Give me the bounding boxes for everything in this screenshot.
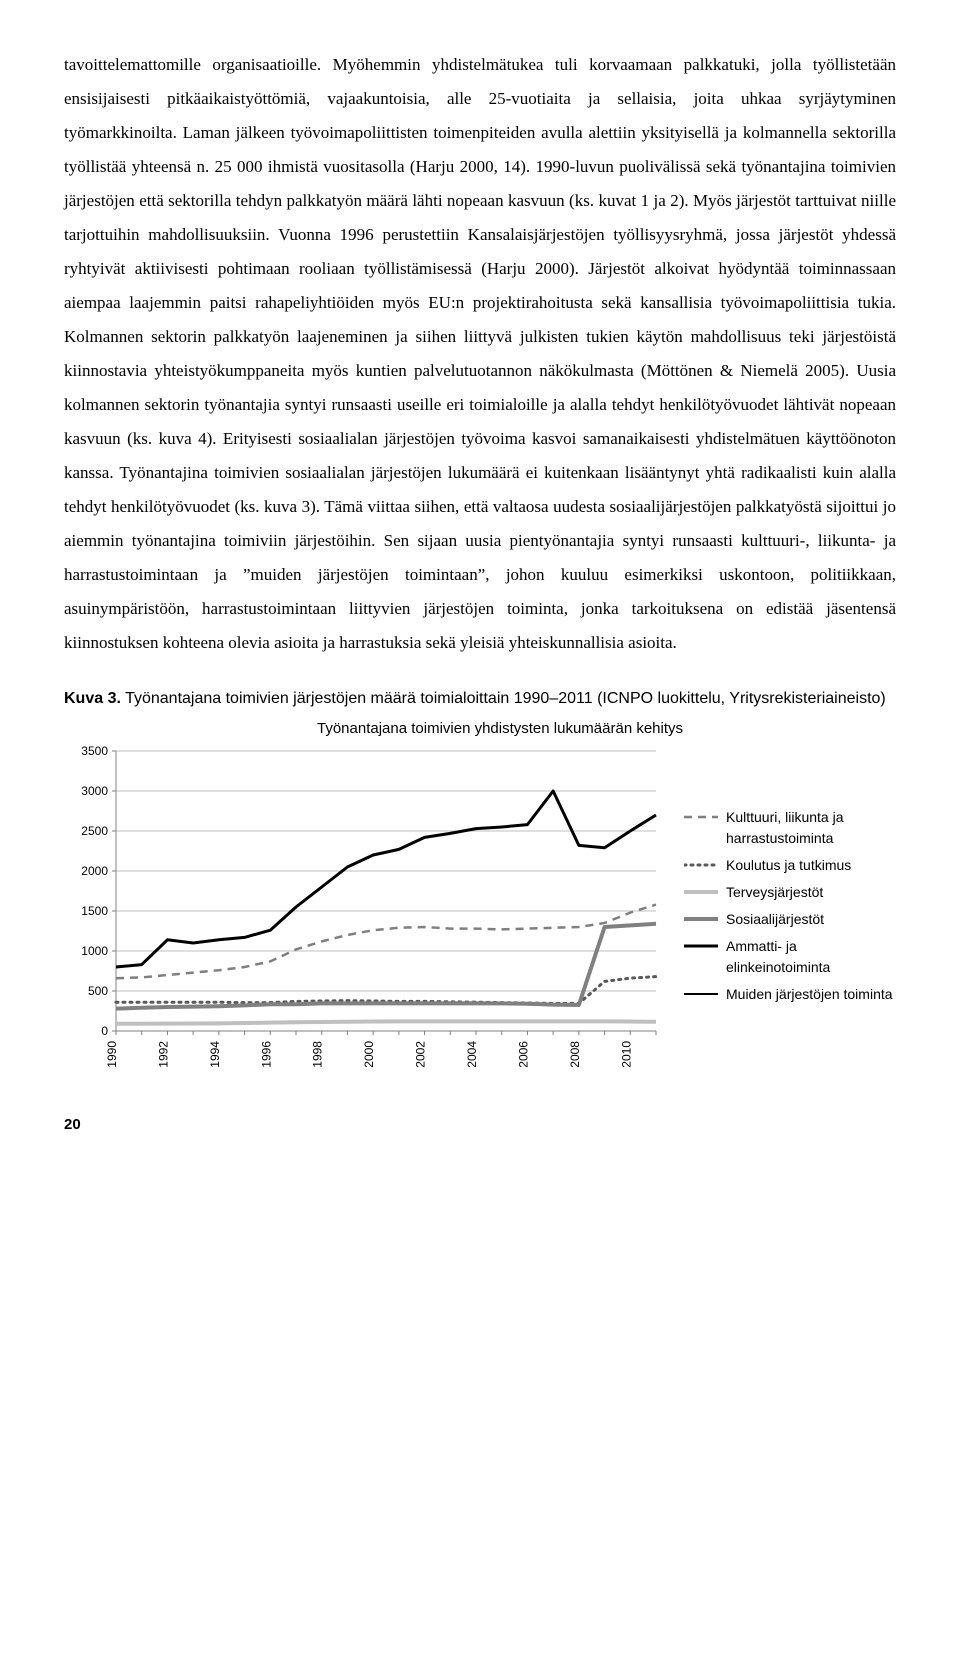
- svg-text:1994: 1994: [208, 1041, 222, 1068]
- svg-text:1000: 1000: [81, 944, 108, 958]
- legend-item: Sosiaalijärjestöt: [684, 909, 896, 930]
- chart-title: Työnantajana toimivien yhdistysten lukum…: [104, 720, 896, 737]
- svg-text:1998: 1998: [311, 1041, 325, 1068]
- legend-item: Ammatti- ja elinkeinotoiminta: [684, 936, 896, 978]
- legend-label: Sosiaalijärjestöt: [726, 909, 824, 930]
- page-number: 20: [64, 1116, 896, 1133]
- legend-item: Koulutus ja tutkimus: [684, 855, 896, 876]
- svg-text:2000: 2000: [81, 864, 108, 878]
- legend-label: Koulutus ja tutkimus: [726, 855, 851, 876]
- chart-legend: Kulttuuri, liikunta ja harrastustoiminta…: [666, 741, 896, 1011]
- svg-text:2004: 2004: [465, 1041, 479, 1068]
- legend-item: Muiden järjestöjen toiminta: [684, 984, 896, 1005]
- svg-text:2500: 2500: [81, 824, 108, 838]
- chart-plot: 0 500 1000 1500 2000 2500 3000 3500 1990 1992 1994…: [64, 741, 666, 1096]
- svg-text:2002: 2002: [414, 1041, 428, 1068]
- legend-item: Terveysjärjestöt: [684, 882, 896, 903]
- legend-label: Muiden järjestöjen toiminta: [726, 984, 893, 1005]
- svg-text:1990: 1990: [105, 1041, 119, 1068]
- svg-text:3000: 3000: [81, 784, 108, 798]
- chart-container: Työnantajana toimivien yhdistysten lukum…: [64, 720, 896, 1096]
- svg-text:1500: 1500: [81, 904, 108, 918]
- legend-label: Kulttuuri, liikunta ja harrastustoiminta: [726, 807, 896, 849]
- svg-text:500: 500: [88, 984, 108, 998]
- svg-text:2010: 2010: [619, 1041, 633, 1068]
- legend-item: Kulttuuri, liikunta ja harrastustoiminta: [684, 807, 896, 849]
- legend-label: Terveysjärjestöt: [726, 882, 823, 903]
- figure-caption: Kuva 3. Työnantajana toimivien järjestöj…: [64, 688, 896, 710]
- svg-text:2000: 2000: [362, 1041, 376, 1068]
- svg-text:0: 0: [101, 1024, 108, 1038]
- figure-caption-text: Työnantajana toimivien järjestöjen määrä…: [125, 690, 886, 707]
- svg-text:3500: 3500: [81, 744, 108, 758]
- svg-text:2008: 2008: [568, 1041, 582, 1068]
- figure-label: Kuva 3.: [64, 690, 121, 707]
- svg-text:2006: 2006: [516, 1041, 530, 1068]
- svg-text:1992: 1992: [156, 1041, 170, 1068]
- legend-label: Ammatti- ja elinkeinotoiminta: [726, 936, 896, 978]
- svg-text:1996: 1996: [259, 1041, 273, 1068]
- body-paragraph: tavoittelemattomille organisaatioille. M…: [64, 48, 896, 660]
